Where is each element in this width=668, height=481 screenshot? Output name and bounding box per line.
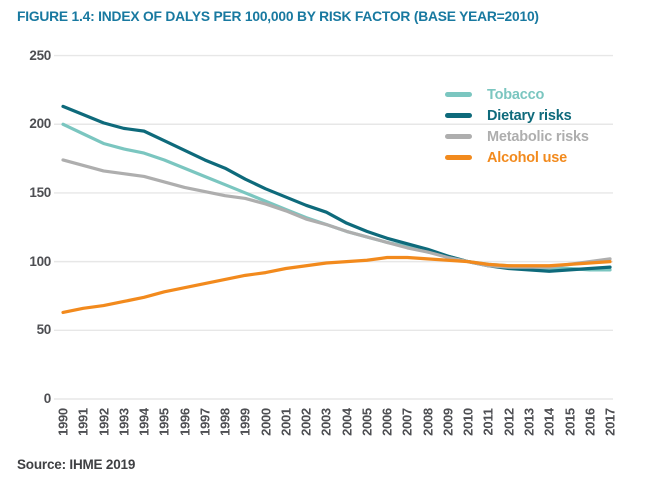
x-tick-label-2015: 2015	[562, 408, 577, 436]
x-tick-label-1995: 1995	[156, 408, 172, 436]
x-tick-label-2008: 2008	[420, 408, 436, 436]
x-tick-label-2005: 2005	[359, 408, 375, 436]
x-tick-label-2004: 2004	[339, 408, 355, 436]
source-note: Source: IHME 2019	[17, 457, 136, 472]
legend-label: Alcohol use	[487, 149, 567, 166]
legend-item-tobacco: Tobacco	[445, 84, 589, 105]
chart-legend: Tobacco Dietary risks Metabolic risks Alcoh…	[445, 84, 589, 168]
x-tick-label-1996: 1996	[177, 408, 193, 436]
y-tick-label-100: 100	[29, 253, 51, 269]
x-tick-label-1997: 1997	[197, 408, 213, 436]
legend-swatch-icon	[445, 155, 472, 160]
legend-item-metabolic-risks: Metabolic risks	[445, 126, 589, 147]
legend-swatch-icon	[445, 113, 472, 118]
x-tick-label-2007: 2007	[399, 408, 415, 436]
x-tick-label-1990: 1990	[55, 408, 71, 436]
x-tick-label-2012: 2012	[501, 408, 517, 436]
y-tick-label-0: 0	[43, 391, 52, 406]
series-line-alcohol-use	[61, 255, 612, 315]
series-line-metabolic-risks	[61, 158, 612, 269]
x-tick-label-2011: 2011	[480, 408, 496, 436]
x-tick-label-2013: 2013	[521, 408, 537, 436]
x-tick-label-1998: 1998	[217, 408, 233, 436]
y-tick-label-150: 150	[29, 184, 51, 200]
x-tick-label-2001: 2001	[278, 408, 294, 436]
legend-label: Tobacco	[487, 86, 545, 103]
x-tick-label-1999: 1999	[237, 408, 253, 436]
legend-swatch-icon	[445, 92, 472, 97]
x-tick-label-2000: 2000	[258, 408, 274, 436]
x-tick-label-1993: 1993	[116, 408, 132, 436]
x-tick-label-2010: 2010	[460, 408, 476, 436]
legend-label: Dietary risks	[487, 107, 572, 124]
x-tick-label-1991: 1991	[75, 408, 91, 436]
x-tick-label-2016: 2016	[582, 408, 598, 436]
series-line-dietary-risks	[61, 104, 612, 273]
legend-item-dietary-risks: Dietary risks	[445, 105, 589, 126]
figure-title: FIGURE 1.4: INDEX OF DALYS PER 100,000 B…	[17, 9, 539, 24]
legend-swatch-icon	[445, 134, 472, 139]
y-tick-label-250: 250	[29, 47, 51, 63]
x-tick-label-1994: 1994	[136, 408, 152, 436]
x-tick-label-2003: 2003	[318, 408, 334, 436]
x-tick-label-1992: 1992	[96, 408, 112, 436]
x-tick-label-2002: 2002	[298, 408, 314, 436]
x-tick-label-2009: 2009	[440, 408, 456, 436]
y-tick-label-50: 50	[36, 322, 52, 338]
x-tick-label-2014: 2014	[541, 408, 557, 436]
legend-label: Metabolic risks	[487, 128, 589, 145]
x-tick-label-2017: 2017	[602, 408, 618, 436]
y-tick-label-200: 200	[29, 116, 51, 132]
legend-item-alcohol-use: Alcohol use	[445, 147, 589, 168]
x-tick-label-2006: 2006	[379, 408, 395, 436]
